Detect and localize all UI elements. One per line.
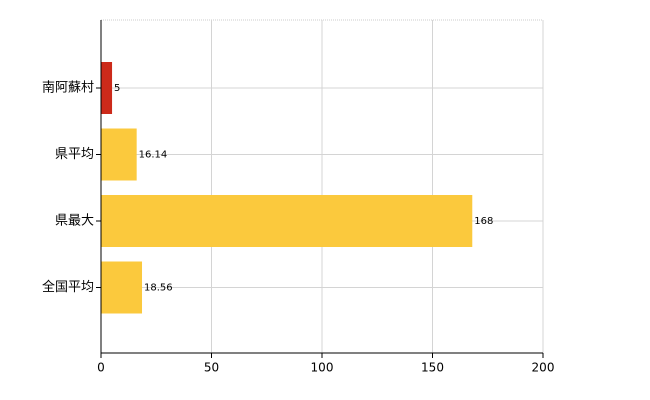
value-label: 18.56 xyxy=(144,283,173,294)
x-tick-label: 50 xyxy=(204,361,219,375)
x-tick-label: 0 xyxy=(97,361,105,375)
value-label: 5 xyxy=(114,83,120,94)
y-tick-label: 県最大 xyxy=(55,214,94,229)
bar xyxy=(101,261,143,314)
bar xyxy=(101,195,473,247)
y-tick-label: 全国平均 xyxy=(42,279,94,295)
x-tick-label: 150 xyxy=(421,361,444,375)
y-tick-label: 南阿蘇村 xyxy=(42,80,94,96)
value-label: 168 xyxy=(474,216,493,227)
value-label: 16.14 xyxy=(139,150,168,161)
bar xyxy=(101,128,137,181)
bar xyxy=(101,62,113,114)
y-tick-label: 県平均 xyxy=(55,147,94,162)
x-tick-label: 100 xyxy=(311,361,334,375)
x-tick-label: 200 xyxy=(532,361,555,375)
